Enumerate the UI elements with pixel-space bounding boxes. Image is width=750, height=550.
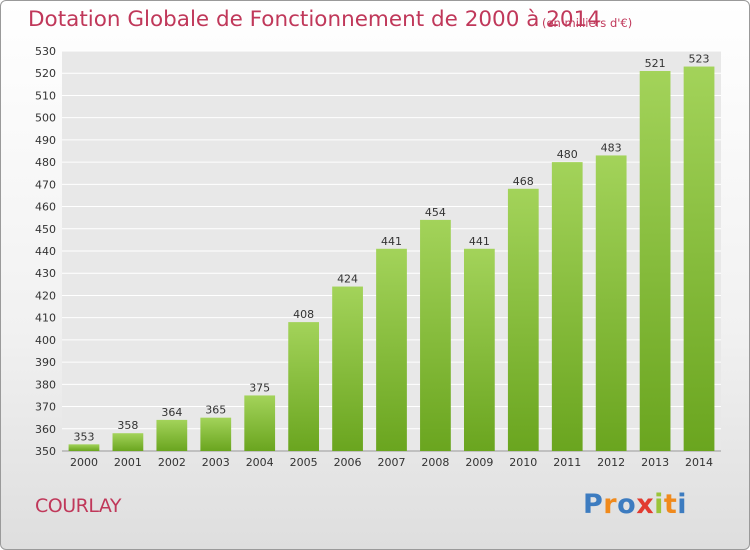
y-tick-label: 400 [35,334,56,347]
y-tick-label: 430 [35,267,56,280]
x-tick-label: 2013 [641,456,669,469]
chart-title: Dotation Globale de Fonctionnement de 20… [28,7,601,32]
y-tick-label: 460 [35,201,56,214]
logo-letter: o [617,489,637,520]
data-label: 441 [469,235,490,248]
x-tick-label: 2004 [246,456,274,469]
data-label: 523 [689,53,710,66]
data-label: 365 [205,404,226,417]
bar [683,66,715,452]
unit-note: (en milliers d'€) [542,16,633,30]
bar [288,322,320,451]
commune-name: COURLAY [35,495,121,517]
bar [244,395,276,451]
bar [156,419,188,451]
bar [200,417,232,451]
y-tick-label: 530 [35,45,56,58]
bar [112,433,144,451]
logo-letter: P [583,489,604,520]
logo-letter: i [654,489,664,520]
y-tick-label: 490 [35,134,56,147]
x-tick-label: 2003 [202,456,230,469]
logo-letter: i [677,489,688,520]
y-tick-label: 440 [35,245,56,258]
bar [68,444,100,451]
x-tick-label: 2000 [70,456,98,469]
data-label: 353 [73,430,94,443]
x-tick-label: 2012 [597,456,625,469]
bar [507,188,539,451]
y-tick-label: 370 [35,401,56,414]
y-tick-label: 360 [35,423,56,436]
y-tick-label: 350 [35,445,56,458]
data-label: 424 [337,273,358,286]
y-tick-label: 500 [35,112,56,125]
bar [376,248,407,451]
bar [463,248,495,451]
data-label: 364 [161,406,182,419]
x-tick-label: 2002 [158,456,186,469]
y-tick-label: 480 [35,156,56,169]
bar [332,286,363,451]
x-tick-label: 2007 [378,456,406,469]
bar [420,219,451,451]
data-label: 375 [249,381,270,394]
x-tick-label: 2005 [290,456,318,469]
y-tick-label: 380 [35,378,56,391]
y-tick-label: 510 [35,89,56,102]
bar [551,162,583,451]
x-tick-label: 2008 [421,456,449,469]
logo-letter: r [603,489,618,520]
bar [639,71,671,451]
logo-letter: x [636,489,655,520]
data-label: 441 [381,235,402,248]
data-label: 521 [645,57,666,70]
x-tick-label: 2009 [465,456,493,469]
bar [595,155,627,451]
proxiti-logo: Proxiti [583,489,687,520]
x-tick-label: 2011 [553,456,581,469]
data-label: 454 [425,206,446,219]
y-tick-label: 420 [35,289,56,302]
x-tick-label: 2014 [685,456,713,469]
data-label: 358 [117,419,138,432]
x-tick-label: 2010 [509,456,537,469]
x-tick-label: 2006 [334,456,362,469]
data-label: 408 [293,308,314,321]
y-tick-label: 520 [35,67,56,80]
data-label: 483 [601,141,622,154]
y-tick-label: 410 [35,312,56,325]
x-tick-label: 2001 [114,456,142,469]
y-tick-label: 450 [35,223,56,236]
data-label: 480 [557,148,578,161]
data-label: 468 [513,175,534,188]
y-tick-label: 390 [35,356,56,369]
logo-letter: t [663,489,678,520]
y-tick-label: 470 [35,178,56,191]
